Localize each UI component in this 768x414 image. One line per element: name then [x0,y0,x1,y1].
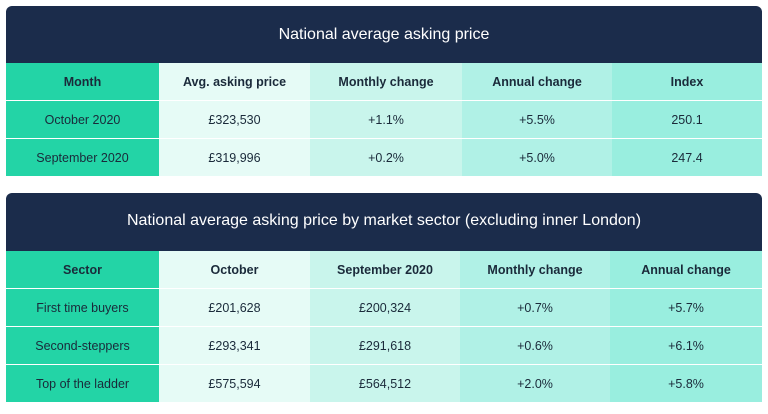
cell-september: £200,324 [310,288,460,327]
column-header-october: October [159,251,310,289]
market-sector-table: National average asking price by market … [6,193,762,402]
asking-price-table: National average asking price Month Avg.… [6,6,762,176]
table-row: First time buyers £201,628 £200,324 +0.7… [6,288,762,327]
cell-october: £293,341 [159,326,310,365]
column-header-september: September 2020 [310,251,460,289]
cell-october: £575,594 [159,364,310,402]
cell-september: £564,512 [310,364,460,402]
column-header-month: Month [6,63,159,101]
cell-sector: Top of the ladder [6,364,159,402]
cell-month: October 2020 [6,100,159,139]
column-header-annual-change: Annual change [462,63,612,101]
cell-monthly-change: +0.2% [310,138,462,176]
column-header-monthly-change: Monthly change [310,63,462,101]
cell-index: 250.1 [612,100,762,139]
cell-monthly-change: +1.1% [310,100,462,139]
table-row: October 2020 £323,530 +1.1% +5.5% 250.1 [6,100,762,139]
cell-october: £201,628 [159,288,310,327]
asking-price-grid: Month Avg. asking price Monthly change A… [6,63,762,176]
asking-price-table-title: National average asking price [6,6,762,63]
cell-annual-change: +6.1% [610,326,762,365]
cell-monthly-change: +0.7% [460,288,610,327]
cell-annual-change: +5.0% [462,138,612,176]
header-row: Sector October September 2020 Monthly ch… [6,251,762,289]
cell-annual-change: +5.5% [462,100,612,139]
cell-monthly-change: +0.6% [460,326,610,365]
column-header-index: Index [612,63,762,101]
market-sector-grid: Sector October September 2020 Monthly ch… [6,251,762,402]
column-header-sector: Sector [6,251,159,289]
cell-sector: Second-steppers [6,326,159,365]
cell-index: 247.4 [612,138,762,176]
column-header-avg-price: Avg. asking price [159,63,310,101]
cell-annual-change: +5.7% [610,288,762,327]
market-sector-table-title: National average asking price by market … [6,193,762,251]
column-header-annual-change: Annual change [610,251,762,289]
table-row: Top of the ladder £575,594 £564,512 +2.0… [6,364,762,402]
header-row: Month Avg. asking price Monthly change A… [6,63,762,101]
cell-annual-change: +5.8% [610,364,762,402]
cell-avg-price: £319,996 [159,138,310,176]
cell-monthly-change: +2.0% [460,364,610,402]
cell-month: September 2020 [6,138,159,176]
column-header-monthly-change: Monthly change [460,251,610,289]
table-row: September 2020 £319,996 +0.2% +5.0% 247.… [6,138,762,176]
cell-sector: First time buyers [6,288,159,327]
table-row: Second-steppers £293,341 £291,618 +0.6% … [6,326,762,365]
cell-avg-price: £323,530 [159,100,310,139]
cell-september: £291,618 [310,326,460,365]
